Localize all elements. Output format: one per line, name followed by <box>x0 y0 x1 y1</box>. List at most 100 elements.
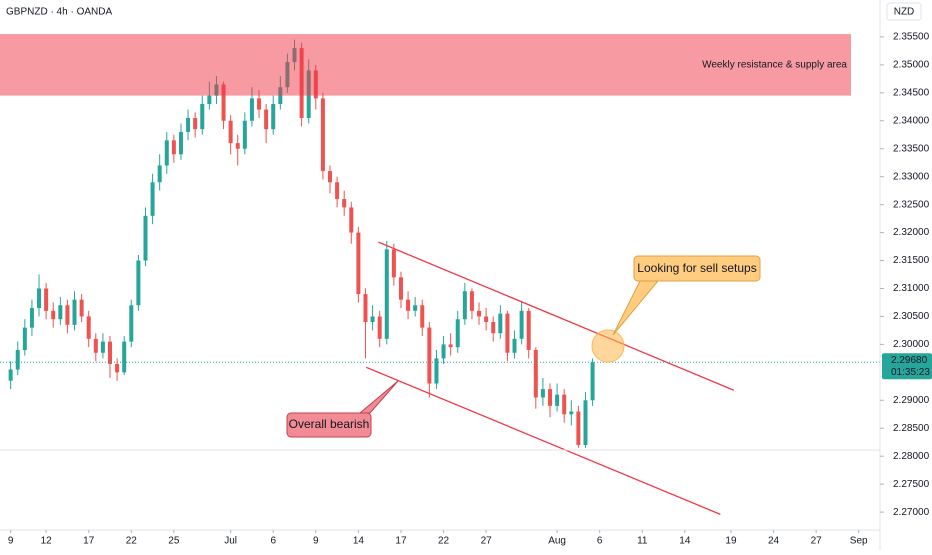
candle-body <box>200 103 205 130</box>
candle-body <box>51 310 56 320</box>
candle-body <box>242 120 247 149</box>
x-tick-label: Jul <box>224 536 237 547</box>
candle-body <box>335 182 340 200</box>
callout-text: Overall bearish <box>289 417 370 431</box>
candle-body <box>512 338 517 353</box>
candle-body <box>320 98 325 172</box>
candle-body <box>342 199 347 208</box>
candle-body <box>72 299 77 325</box>
y-tick-label: 2.32000 <box>893 227 930 238</box>
candle-body <box>58 305 63 320</box>
candle-body <box>221 84 226 121</box>
y-tick-label: 2.32500 <box>893 199 930 210</box>
candle-body <box>356 232 361 295</box>
x-tick-label: 6 <box>270 536 276 547</box>
x-tick-label: 17 <box>83 536 95 547</box>
candle-body <box>235 143 240 149</box>
candle-body <box>186 117 191 132</box>
callout-bearish: Overall bearish <box>286 380 399 438</box>
candle-body <box>484 316 489 323</box>
candle-body <box>349 207 354 233</box>
candle-body <box>15 349 20 370</box>
countdown: 01:35:23 <box>891 367 930 378</box>
candle-body <box>477 310 482 317</box>
y-tick-label: 2.35000 <box>893 59 930 70</box>
candle-body <box>498 313 503 334</box>
candle-body <box>8 369 13 381</box>
y-tick-label: 2.34500 <box>893 87 930 98</box>
callout-sell: Looking for sell setups <box>591 255 761 363</box>
candle-body <box>93 338 98 353</box>
zone-label: Weekly resistance & supply area <box>702 59 847 70</box>
symbol-title: GBPNZD · 4h · OANDA <box>6 7 112 18</box>
y-tick-label: 2.30000 <box>893 339 930 350</box>
candle-body <box>413 305 418 311</box>
candle-body <box>576 411 581 446</box>
y-tick-label: 2.28000 <box>893 451 930 462</box>
candle-body <box>143 215 148 261</box>
x-tick-label: 27 <box>481 536 493 547</box>
y-tick-label: 2.27000 <box>893 507 930 518</box>
candle-body <box>434 358 439 384</box>
candle-body <box>540 389 545 398</box>
callout-box <box>286 412 372 438</box>
candle-body <box>108 341 112 364</box>
candle-body <box>122 341 127 373</box>
x-tick-label: 14 <box>679 536 691 547</box>
x-tick-label: 12 <box>41 536 53 547</box>
candle-body <box>583 400 588 446</box>
candle-body <box>562 394 567 415</box>
candle-body <box>264 109 269 130</box>
callout-box <box>633 255 761 282</box>
x-tick-label: 11 <box>637 536 648 547</box>
candle-body <box>491 322 496 334</box>
y-tick-label: 2.30500 <box>893 311 930 322</box>
x-tick-label: Sep <box>850 536 868 547</box>
candle-body <box>129 305 134 342</box>
candle-body <box>37 288 42 309</box>
currency-box <box>886 2 922 21</box>
candle-body <box>455 319 460 348</box>
candle-body <box>406 299 411 311</box>
candle-body <box>257 98 262 110</box>
candle-body <box>363 294 368 323</box>
candle-body <box>136 260 141 306</box>
y-tick-label: 2.31000 <box>893 283 930 294</box>
candle-body <box>171 140 176 155</box>
candle-body <box>526 310 531 350</box>
candle-body <box>157 165 162 183</box>
candle-body <box>150 182 155 216</box>
x-tick-label: 19 <box>725 536 737 547</box>
currency: NZD <box>894 7 915 18</box>
candle-body <box>441 344 446 359</box>
y-tick-label: 2.28500 <box>893 423 930 434</box>
y-tick-label: 2.34000 <box>893 115 930 126</box>
candle-body <box>193 117 198 130</box>
candle-body <box>328 171 332 183</box>
x-tick-label: 6 <box>597 536 603 547</box>
y-tick-label: 2.33500 <box>893 143 930 154</box>
candle-body <box>384 249 389 339</box>
candle-body <box>391 249 396 278</box>
plot-area: Weekly resistance & supply area <box>0 34 880 515</box>
y-tick-label: 2.35500 <box>893 32 930 43</box>
y-tick-label: 2.29000 <box>893 395 930 406</box>
candle-body <box>115 363 120 373</box>
x-tick-label: Aug <box>548 536 566 547</box>
x-tick-label: 27 <box>811 536 823 547</box>
candle-body <box>505 313 510 353</box>
candle-body <box>420 305 425 328</box>
candle-body <box>448 344 453 348</box>
candle-body <box>533 349 538 398</box>
candle-body <box>22 327 27 350</box>
candle-body <box>370 316 375 323</box>
last-price-badge <box>882 353 932 380</box>
x-tick-label: 25 <box>168 536 180 547</box>
candle-body <box>462 291 467 320</box>
candle-body <box>164 140 169 166</box>
candle-body <box>427 327 432 384</box>
candle-body <box>249 98 254 121</box>
candle-body <box>207 95 212 104</box>
candle-body <box>569 411 574 415</box>
